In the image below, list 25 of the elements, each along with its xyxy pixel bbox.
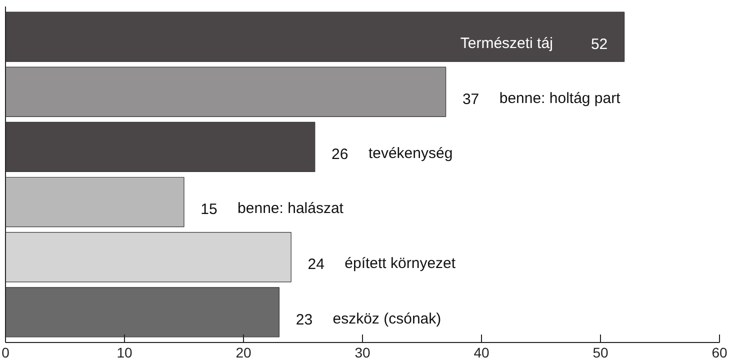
y-tick-label: benne: halászat (238, 200, 344, 218)
bar (6, 232, 292, 282)
bar (6, 12, 625, 62)
data-label: 37 (462, 90, 480, 108)
data-label: 24 (308, 256, 324, 274)
bar (6, 66, 446, 117)
x-tick-label: 30 (354, 344, 370, 360)
bar (6, 287, 280, 338)
x-tick-label: 60 (712, 344, 728, 360)
data-label: 23 (296, 311, 313, 328)
data-label: 26 (332, 146, 348, 164)
x-tick-label: 10 (116, 344, 132, 360)
x-tick-label: 50 (592, 344, 608, 360)
data-label: 52 (590, 36, 608, 53)
y-tick-label: épített környezet (344, 255, 456, 272)
y-tick-label: eszköz (csónak) (332, 310, 442, 328)
x-tick-label: 20 (236, 344, 252, 360)
bar (6, 176, 184, 228)
y-tick-label: tevékenység (368, 145, 453, 162)
bar (6, 122, 316, 172)
y-tick-label: benne: holtág part (499, 90, 622, 107)
x-tick-label: 40 (474, 344, 490, 360)
data-label: 15 (200, 201, 218, 218)
y-tick-label: Természeti táj (460, 34, 553, 52)
x-tick-label: 0 (2, 344, 10, 360)
